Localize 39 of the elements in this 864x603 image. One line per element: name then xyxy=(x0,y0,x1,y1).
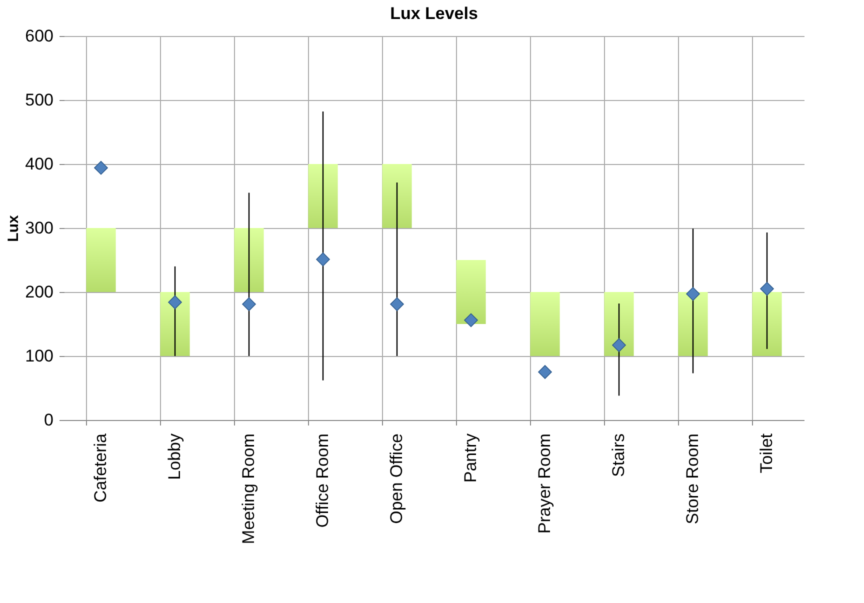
bar xyxy=(678,292,708,356)
x-tick-label: Meeting Room xyxy=(239,434,258,544)
point xyxy=(612,338,626,352)
point xyxy=(390,297,404,312)
bar xyxy=(308,164,338,228)
x-tick-label: Prayer Room xyxy=(535,434,554,534)
y-tick-label: 600 xyxy=(25,26,54,46)
y-tick-label: 100 xyxy=(25,346,54,366)
bar xyxy=(530,292,560,356)
y-tick-label: 300 xyxy=(25,218,54,238)
x-tick-label: Store Room xyxy=(683,434,702,524)
x-tick-label: Toilet xyxy=(757,433,776,474)
point xyxy=(464,313,478,328)
y-tick-label: 500 xyxy=(25,90,54,110)
bar xyxy=(160,292,190,356)
point xyxy=(538,365,552,379)
x-tick-label: Pantry xyxy=(461,433,480,483)
bar xyxy=(86,228,116,292)
point xyxy=(760,282,774,296)
y-tick-label: 200 xyxy=(25,282,54,302)
x-tick-label: Cafeteria xyxy=(91,432,110,502)
chart-title: Lux Levels xyxy=(390,4,478,23)
bar xyxy=(382,164,412,228)
point xyxy=(686,287,700,301)
bar xyxy=(604,292,634,356)
bar xyxy=(752,292,782,356)
point xyxy=(94,160,108,175)
point xyxy=(242,297,256,312)
bar xyxy=(456,260,486,324)
bar xyxy=(234,228,264,292)
x-tick-label: Open Office xyxy=(387,434,406,524)
point xyxy=(316,252,330,266)
x-tick-label: Lobby xyxy=(165,433,184,480)
y-axis-title: Lux xyxy=(5,214,22,242)
x-tick-label: Office Room xyxy=(313,434,332,528)
x-tick-label: Stairs xyxy=(609,434,628,477)
y-tick-label: 0 xyxy=(44,410,54,430)
point xyxy=(168,295,182,310)
y-tick-label: 400 xyxy=(25,154,54,174)
